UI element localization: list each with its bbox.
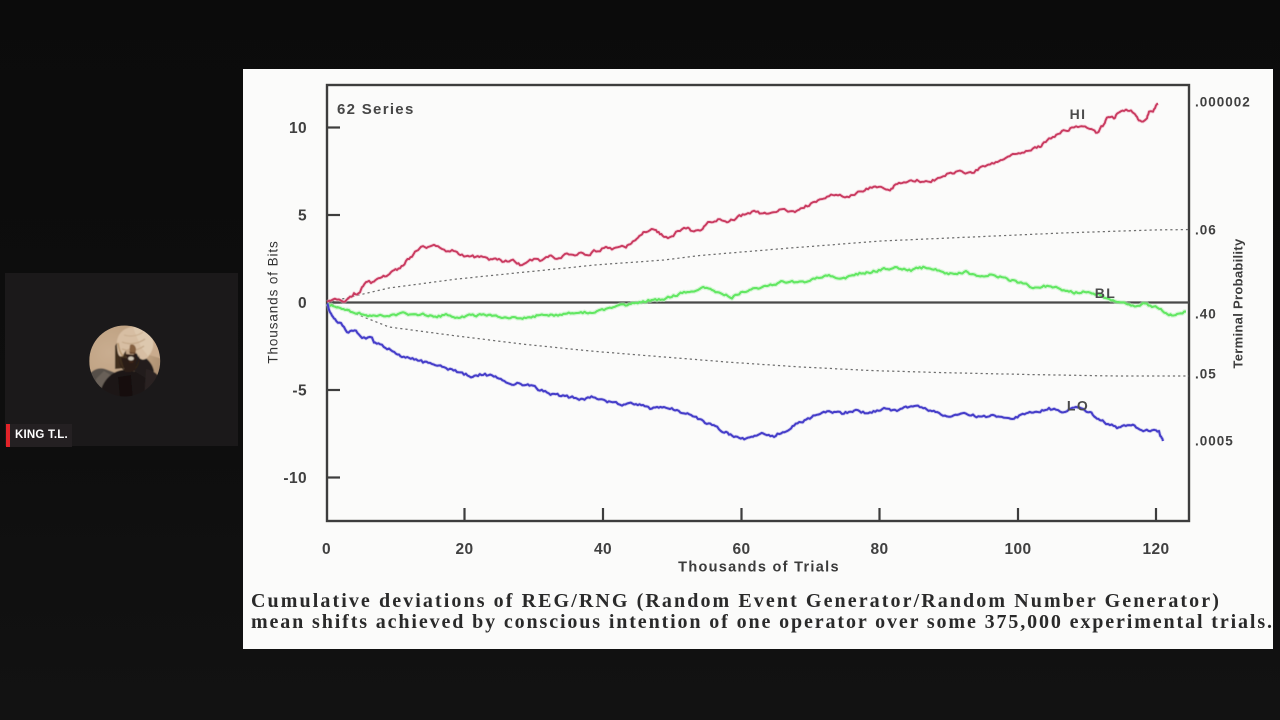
- svg-text:.05: .05: [1195, 367, 1217, 382]
- svg-text:.40: .40: [1195, 307, 1217, 322]
- svg-text:.06: .06: [1195, 223, 1217, 238]
- svg-text:-5: -5: [292, 383, 307, 400]
- svg-text:20: 20: [455, 541, 473, 558]
- svg-text:62 Series: 62 Series: [337, 101, 415, 118]
- svg-text:0: 0: [298, 295, 307, 312]
- svg-text:Thousands of Bits: Thousands of Bits: [266, 240, 281, 363]
- svg-text:HI: HI: [1070, 106, 1087, 122]
- svg-text:Thousands of Trials: Thousands of Trials: [678, 560, 840, 576]
- svg-text:Terminal Probability: Terminal Probability: [1231, 238, 1246, 368]
- svg-text:LO: LO: [1067, 398, 1089, 414]
- svg-text:.000002: .000002: [1195, 95, 1251, 110]
- svg-text:40: 40: [594, 541, 612, 558]
- svg-text:BL: BL: [1095, 285, 1116, 301]
- svg-text:120: 120: [1142, 541, 1169, 558]
- svg-text:10: 10: [289, 120, 307, 137]
- svg-text:-10: -10: [283, 470, 307, 487]
- svg-text:.0005: .0005: [1195, 434, 1234, 449]
- svg-text:0: 0: [322, 541, 331, 558]
- svg-text:60: 60: [732, 541, 750, 558]
- svg-text:100: 100: [1004, 541, 1031, 558]
- svg-text:80: 80: [870, 541, 888, 558]
- svg-text:5: 5: [298, 208, 307, 225]
